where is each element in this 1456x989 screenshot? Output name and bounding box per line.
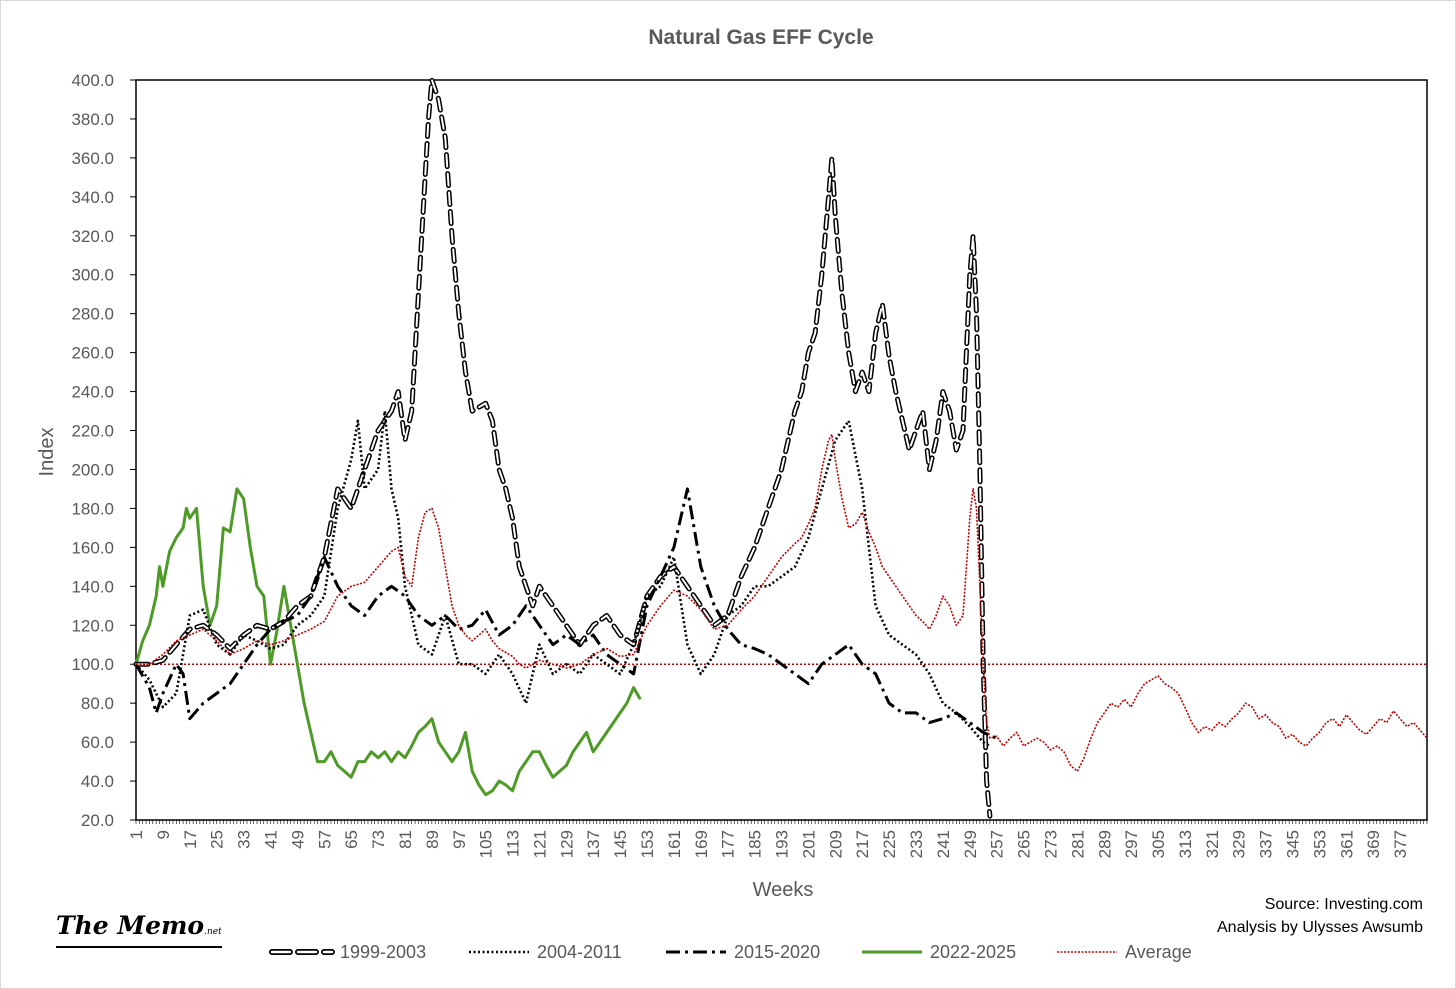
y-tick-label: 240.0 <box>71 383 114 402</box>
x-tick-label: 65 <box>342 830 361 849</box>
x-tick-label: 129 <box>557 830 576 858</box>
x-tick-label: 377 <box>1391 830 1410 858</box>
logo-text: The Memo <box>56 911 205 940</box>
x-tick-label: 193 <box>773 830 792 858</box>
chart-title: Natural Gas EFF Cycle <box>648 26 873 49</box>
y-tick-label: 260.0 <box>71 344 114 363</box>
x-tick-label: 225 <box>880 830 899 858</box>
legend-label-2022-2025: 2022-2025 <box>930 942 1016 962</box>
y-axis-title: Index <box>36 428 58 477</box>
legend-label-2015-2020: 2015-2020 <box>734 942 820 962</box>
y-tick-label: 180.0 <box>71 499 114 518</box>
x-tick-label: 305 <box>1149 830 1168 858</box>
legend-label-average: Average <box>1125 942 1192 962</box>
series-line-average <box>136 433 1428 773</box>
x-tick-label: 369 <box>1364 830 1383 858</box>
x-tick-label: 345 <box>1284 830 1303 858</box>
x-tick-label: 273 <box>1041 830 1060 858</box>
x-tick-label: 153 <box>638 830 657 858</box>
y-tick-label: 100.0 <box>71 655 114 674</box>
series-line-1999-2003 <box>135 79 991 818</box>
legend-item-2015-2020: 2015-2020 <box>666 942 820 962</box>
legend: 1999-2003 2004-2011 2015-2020 2022-2025 Aver… <box>269 942 1192 962</box>
y-tick-label: 300.0 <box>71 266 114 285</box>
the-memo-logo: The Memo.net <box>56 912 222 948</box>
x-tick-label: 313 <box>1176 830 1195 858</box>
x-tick-label: 257 <box>988 830 1007 858</box>
x-tick-label: 217 <box>853 830 872 858</box>
x-tick-label: 265 <box>1015 830 1034 858</box>
x-tick-label: 49 <box>288 830 307 849</box>
x-tick-label: 169 <box>692 830 711 858</box>
x-tick-label: 289 <box>1095 830 1114 858</box>
x-tick-label: 281 <box>1068 830 1087 858</box>
y-tick-label: 380.0 <box>71 110 114 129</box>
y-tick-label: 40.0 <box>81 772 114 791</box>
x-tick-label: 321 <box>1203 830 1222 858</box>
x-tick-label: 81 <box>396 830 415 849</box>
x-tick-label: 113 <box>504 830 523 857</box>
x-tick-label: 177 <box>719 830 738 858</box>
series-line-2004-2011 <box>135 409 991 748</box>
legend-item-average: Average <box>1057 942 1192 962</box>
x-axis-title: Weeks <box>753 879 814 901</box>
analysis-line: Analysis by Ulysses Awsumb <box>1217 919 1423 936</box>
y-tick-label: 80.0 <box>81 694 114 713</box>
source-note: Source: Investing.com Analysis by Ulysse… <box>1217 893 1423 939</box>
x-tick-label: 9 <box>154 830 173 839</box>
y-tick-label: 120.0 <box>71 616 114 635</box>
x-tick-label: 97 <box>450 830 469 849</box>
series-line-2015-2020 <box>134 487 998 740</box>
x-tick-label: 57 <box>315 830 334 849</box>
x-tick-label: 105 <box>477 830 496 858</box>
x-tick-label: 73 <box>369 830 388 849</box>
legend-label-2004-2011: 2004-2011 <box>537 942 622 962</box>
x-tick-label: 137 <box>584 830 603 858</box>
source-line: Source: Investing.com <box>1264 896 1423 913</box>
y-tick-label: 140.0 <box>71 577 114 596</box>
series-line-1999-2003-outline <box>133 77 993 819</box>
y-tick-label: 20.0 <box>81 811 114 830</box>
x-tick-label: 121 <box>530 830 549 858</box>
x-tick-label: 89 <box>423 830 442 849</box>
x-tick-label: 33 <box>235 830 254 849</box>
y-tick-label: 360.0 <box>71 149 114 168</box>
y-tick-label: 280.0 <box>71 305 114 324</box>
x-tick-label: 25 <box>208 830 227 849</box>
x-tick-label: 329 <box>1230 830 1249 858</box>
series-line-2022-2025 <box>134 487 642 797</box>
x-tick-label: 17 <box>181 830 200 849</box>
x-tick-label: 1 <box>127 830 146 839</box>
legend-item-2004-2011: 2004-2011 <box>469 942 622 962</box>
logo-suffix: .net <box>204 927 222 937</box>
plot-border <box>135 79 1428 821</box>
x-tick-label: 209 <box>826 830 845 858</box>
y-tick-label: 60.0 <box>81 733 114 752</box>
x-tick-label: 353 <box>1310 830 1329 858</box>
x-tick-label: 145 <box>611 830 630 858</box>
y-tick-label: 220.0 <box>71 422 114 441</box>
x-tick-label: 185 <box>746 830 765 858</box>
legend-label-1999-2003: 1999-2003 <box>340 942 426 962</box>
y-tick-label: 200.0 <box>71 460 114 479</box>
x-tick-label: 249 <box>961 830 980 858</box>
plot-area: 20.0 40.0 60.0 80.0 100.0 120.0 140.0 160.0 180.… <box>71 71 1428 858</box>
x-tick-label: 233 <box>907 830 926 858</box>
x-tick-label: 297 <box>1122 830 1141 858</box>
legend-item-1999-2003: 1999-2003 <box>269 942 426 962</box>
x-tick-label: 161 <box>665 830 684 858</box>
x-tick-label: 241 <box>934 830 953 858</box>
y-tick-label: 340.0 <box>71 188 114 207</box>
y-tick-label: 160.0 <box>71 538 114 557</box>
x-tick-label: 201 <box>799 830 818 858</box>
y-tick-label: 400.0 <box>71 71 114 90</box>
x-tick-label: 361 <box>1337 830 1356 858</box>
y-tick-label: 320.0 <box>71 227 114 246</box>
x-tick-label: 41 <box>261 830 280 849</box>
legend-item-2022-2025: 2022-2025 <box>862 942 1016 962</box>
x-tick-label: 337 <box>1257 830 1276 858</box>
